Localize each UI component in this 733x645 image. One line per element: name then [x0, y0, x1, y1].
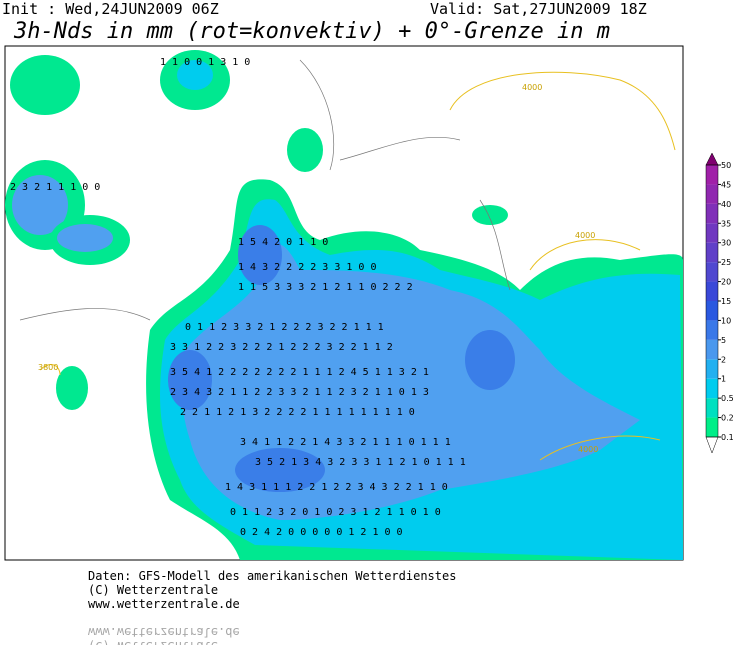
precip-area: [472, 205, 508, 225]
map-value-row: 3 4 1 1 2 2 1 4 3 3 2 1 1 1 0 1 1 1: [240, 437, 451, 448]
legend-swatch: [706, 242, 718, 263]
legend-label: 0.1: [721, 433, 733, 442]
legend-swatch: [706, 281, 718, 301]
map-value-row: 1 1 0 0 1 3 1 0: [160, 57, 250, 68]
footer-line-reflection: (C) Wetterzentrale: [88, 639, 218, 645]
map-value-row: 1 4 3 1 1 1 2 2 1 2 2 3 4 3 2 2 1 1 0: [225, 482, 448, 493]
legend-swatch: [706, 339, 718, 360]
footer-line: www.wetterzentrale.de: [88, 597, 240, 611]
legend-label: 0.2: [721, 414, 733, 423]
freezing-contour: [539, 435, 661, 461]
freezing-contour: [39, 364, 61, 376]
legend-swatch: [706, 398, 718, 418]
legend-swatch: [706, 165, 718, 185]
map-value-row: 0 1 1 2 3 3 2 1 2 2 2 3 2 2 1 1 1: [185, 322, 384, 333]
legend-swatch: [706, 359, 718, 379]
map-value-row: 3 5 2 1 3 4 3 2 3 3 1 1 2 1 0 1 1 1: [255, 457, 466, 468]
footer-line: Daten: GFS-Modell des amerikanischen Wet…: [88, 569, 456, 583]
precip-area: [12, 175, 68, 235]
title: 3h-Nds in mm (rot=konvektiv) + 0°-Grenze…: [13, 19, 610, 44]
coastline: [19, 59, 511, 321]
footer-reflection: Daten: GFS-Modell des amerikanischen Wet…: [88, 625, 240, 645]
legend-label: 2: [721, 355, 726, 364]
legend-label: 35: [721, 219, 731, 228]
legend-label: 40: [721, 200, 731, 209]
contour-label: 4000: [522, 83, 542, 92]
map-values: 1 1 0 0 1 3 1 0 2 3 2 1 1 1 0 0 1 5 4 2 0 …: [10, 57, 466, 538]
map-value-row: 1 4 3 2 2 2 2 3 3 1 0 0: [238, 262, 376, 273]
footer-line: (C) Wetterzentrale: [88, 583, 218, 597]
precip-area: [287, 128, 323, 172]
legend-swatch: [706, 184, 718, 204]
map-value-row: 2 3 2 1 1 1 0 0: [10, 182, 100, 193]
legend-swatch: [706, 262, 718, 282]
legend-label: 0.5: [721, 394, 733, 403]
precip-core: [168, 350, 212, 410]
legend-swatch: [706, 378, 718, 399]
map-value-row: 0 1 1 2 3 2 0 1 0 2 3 1 2 1 1 0 1 0: [230, 507, 441, 518]
map-value-row: 1 5 4 2 0 1 1 0: [238, 237, 328, 248]
valid-time: Valid: Sat,27JUN2009 18Z: [430, 0, 647, 18]
precip-core: [235, 448, 325, 492]
precip-area: [56, 366, 88, 410]
map-value-row: 2 2 1 1 2 1 3 2 2 2 2 1 1 1 1 1 1 1 1 0: [180, 407, 415, 418]
freezing-contour: [529, 239, 641, 271]
footer-line-reflection: www.wetterzentrale.de: [88, 625, 240, 639]
legend-label: 5: [721, 336, 726, 345]
legend-label: 30: [721, 239, 731, 248]
contour-label: 4000: [575, 231, 595, 240]
map-value-row: 3 5 4 1 2 2 2 2 2 2 2 1 1 1 2 4 5 1 1 3 …: [170, 367, 429, 378]
map-value-row: 3 3 1 2 2 3 2 2 2 1 2 2 2 3 2 2 1 1 2: [170, 342, 393, 353]
precip-area: [177, 60, 213, 90]
precip-area: [10, 55, 80, 115]
map-value-row: 1 1 5 3 3 3 2 1 2 1 1 0 2 2 2: [238, 282, 413, 293]
map-value-row: 2 3 4 3 2 1 1 2 2 3 3 2 1 1 2 3 2 1 1 0 …: [170, 387, 429, 398]
contour-label: 4000: [578, 445, 598, 454]
contour-label: 3800: [38, 363, 58, 372]
legend-label: 50: [721, 161, 731, 170]
legend-swatch: [706, 417, 718, 437]
legend-label: 10: [721, 316, 731, 325]
legend-swatch: [706, 203, 718, 224]
legend-label: 45: [721, 180, 731, 189]
legend-swatch: [706, 320, 718, 340]
init-time: Init : Wed,24JUN2009 06Z: [2, 0, 219, 18]
map-value-row: 0 2 4 2 0 0 0 0 0 1 2 1 0 0: [240, 527, 403, 538]
footer: Daten: GFS-Modell des amerikanischen Wet…: [88, 569, 456, 611]
legend-frame: [705, 164, 719, 438]
legend-swatch: [706, 223, 718, 243]
legend-label: 20: [721, 278, 731, 287]
precip-core: [465, 330, 515, 390]
legend-label: 15: [721, 297, 731, 306]
legend-label: 25: [721, 258, 731, 267]
legend-swatch: [706, 301, 718, 321]
legend-label: 1: [721, 375, 726, 384]
precip-core: [238, 225, 282, 285]
precip-area: [57, 224, 113, 252]
map: 4000 3800 4000 4000: [4, 45, 684, 561]
freezing-contour: [449, 71, 676, 151]
